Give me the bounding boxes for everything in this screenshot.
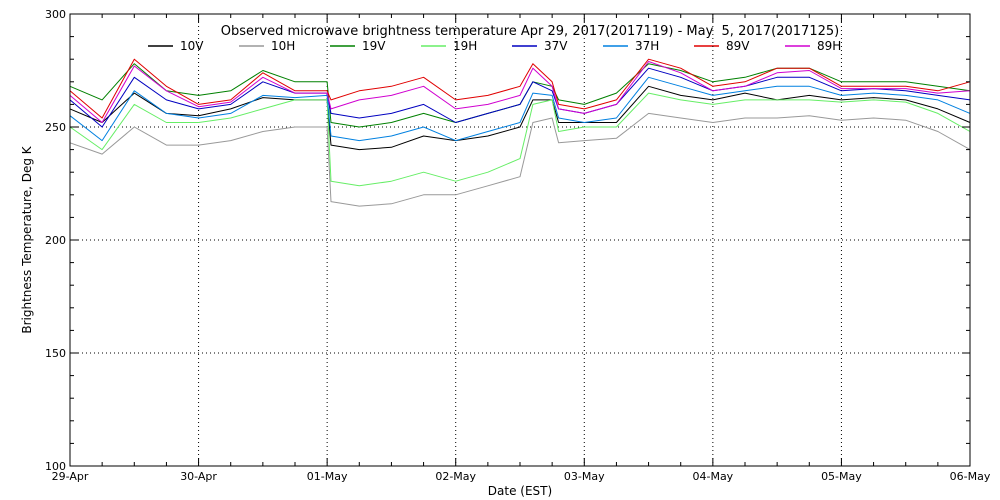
series-line-10v bbox=[69, 85, 971, 151]
x-tick-label: 01-May bbox=[307, 470, 348, 483]
legend-label-19h: 19H bbox=[453, 39, 477, 53]
x-axis: 29-Apr 30-Apr 01-May 02-May 03-May 04-May 05-M… bbox=[52, 14, 991, 483]
chart-title: Observed microwave brightness temperatur… bbox=[221, 24, 839, 39]
x-tick-label: 03-May bbox=[564, 470, 605, 483]
y-tick-label: 250 bbox=[45, 121, 66, 134]
legend-label-37v: 37V bbox=[544, 39, 568, 53]
series-lines bbox=[69, 58, 971, 207]
series-line-89h bbox=[69, 61, 971, 123]
x-tick-label: 05-May bbox=[821, 470, 862, 483]
legend-label-19v: 19V bbox=[362, 39, 386, 53]
legend-label-10v: 10V bbox=[180, 39, 204, 53]
legend-label-10h: 10H bbox=[271, 39, 295, 53]
legend-label-89h: 89H bbox=[817, 39, 841, 53]
y-axis: 100 150 200 250 300 bbox=[45, 8, 970, 473]
grid-lines bbox=[70, 14, 970, 466]
x-tick-label: 02-May bbox=[435, 470, 476, 483]
x-tick-label: 29-Apr bbox=[52, 470, 89, 483]
series-line-10h bbox=[69, 112, 971, 207]
legend-label-37h: 37H bbox=[635, 39, 659, 53]
legend: 10V 10H 19V 19H 37V 37H 89V 89H bbox=[148, 39, 841, 53]
y-tick-label: 150 bbox=[45, 347, 66, 360]
x-tick-label: 04-May bbox=[692, 470, 733, 483]
x-tick-label: 06-May bbox=[950, 470, 991, 483]
y-tick-label: 100 bbox=[45, 460, 66, 473]
y-tick-label: 200 bbox=[45, 234, 66, 247]
y-tick-label: 300 bbox=[45, 8, 66, 21]
series-line-89v bbox=[69, 58, 971, 119]
legend-label-89v: 89V bbox=[726, 39, 750, 53]
series-line-37v bbox=[69, 67, 971, 128]
series-line-37h bbox=[69, 76, 971, 142]
series-line-19h bbox=[69, 92, 971, 187]
x-axis-title: Date (EST) bbox=[488, 484, 552, 498]
x-tick-label: 30-Apr bbox=[180, 470, 217, 483]
y-axis-title: Brightness Temperature, Deg K bbox=[20, 145, 34, 333]
